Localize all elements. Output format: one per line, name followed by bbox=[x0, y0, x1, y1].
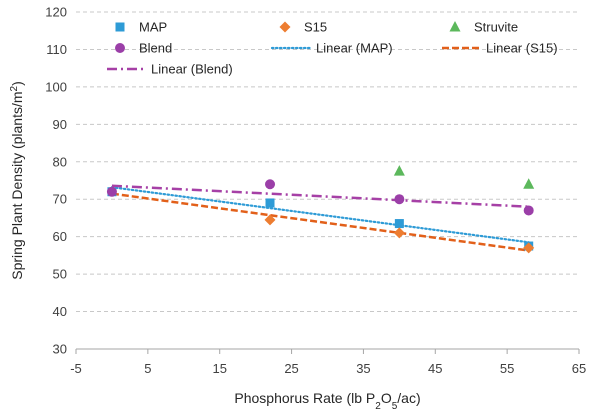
x-axis-title: Phosphorus Rate (lb P2O5/ac) bbox=[234, 390, 420, 412]
point-blend bbox=[394, 194, 405, 205]
x-tick-label: 25 bbox=[284, 361, 298, 376]
x-tick-label: 55 bbox=[500, 361, 514, 376]
point-map bbox=[394, 219, 404, 229]
trendline-linear-s15 bbox=[111, 192, 529, 252]
y-tick-label: 30 bbox=[53, 342, 67, 357]
y-tick-label: 40 bbox=[53, 304, 67, 319]
y-tick-label: 60 bbox=[53, 229, 67, 244]
point-s15 bbox=[393, 227, 405, 239]
x-tick-label: 45 bbox=[428, 361, 442, 376]
point-blend bbox=[523, 205, 534, 216]
legend-marker-blend bbox=[115, 43, 125, 53]
x-tick-label: 5 bbox=[144, 361, 151, 376]
y-tick-label: 70 bbox=[53, 192, 67, 207]
legend-marker-s15 bbox=[279, 21, 291, 33]
trendline-linear-blend bbox=[111, 184, 529, 208]
legend: MAP S15 Struvite Blend Linear (MAP) Linear (S… bbox=[107, 20, 558, 77]
legend-marker-struvite bbox=[449, 21, 461, 32]
y-tick-label: 90 bbox=[53, 117, 67, 132]
point-struvite bbox=[523, 178, 535, 189]
point-struvite bbox=[393, 165, 405, 176]
legend-label: Linear (S15) bbox=[486, 41, 558, 56]
gridlines bbox=[76, 11, 579, 313]
legend-label: MAP bbox=[139, 20, 167, 35]
point-map bbox=[265, 198, 275, 208]
legend-label: Struvite bbox=[474, 20, 518, 35]
point-blend bbox=[265, 179, 276, 190]
y-tick-label: 50 bbox=[53, 267, 67, 282]
y-tick-label: 80 bbox=[53, 154, 67, 169]
x-tick-label: 15 bbox=[212, 361, 226, 376]
point-s15 bbox=[264, 214, 276, 226]
x-tick-label: -5 bbox=[70, 361, 82, 376]
legend-label: Linear (Blend) bbox=[151, 62, 233, 77]
legend-label: Blend bbox=[139, 41, 172, 56]
x-axis: -5 5 15 25 35 45 55 65 bbox=[70, 348, 586, 376]
y-tick-label: 120 bbox=[45, 5, 67, 20]
y-axis-title: Spring Plant Density (plants/m2) bbox=[9, 81, 26, 280]
x-tick-label: 65 bbox=[572, 361, 586, 376]
x-tick-label: 35 bbox=[356, 361, 370, 376]
point-blend bbox=[106, 186, 117, 197]
legend-label: S15 bbox=[304, 20, 327, 35]
trendline-linear-map bbox=[110, 186, 530, 244]
y-tick-label: 110 bbox=[46, 42, 67, 57]
legend-marker-map bbox=[115, 22, 125, 32]
point-s15 bbox=[523, 242, 535, 254]
y-axis: 30 40 50 60 70 80 90 100 110 120 bbox=[45, 5, 67, 357]
y-tick-label: 100 bbox=[45, 79, 67, 94]
data-points bbox=[106, 165, 535, 254]
legend-label: Linear (MAP) bbox=[316, 41, 393, 56]
trendlines bbox=[110, 184, 530, 252]
